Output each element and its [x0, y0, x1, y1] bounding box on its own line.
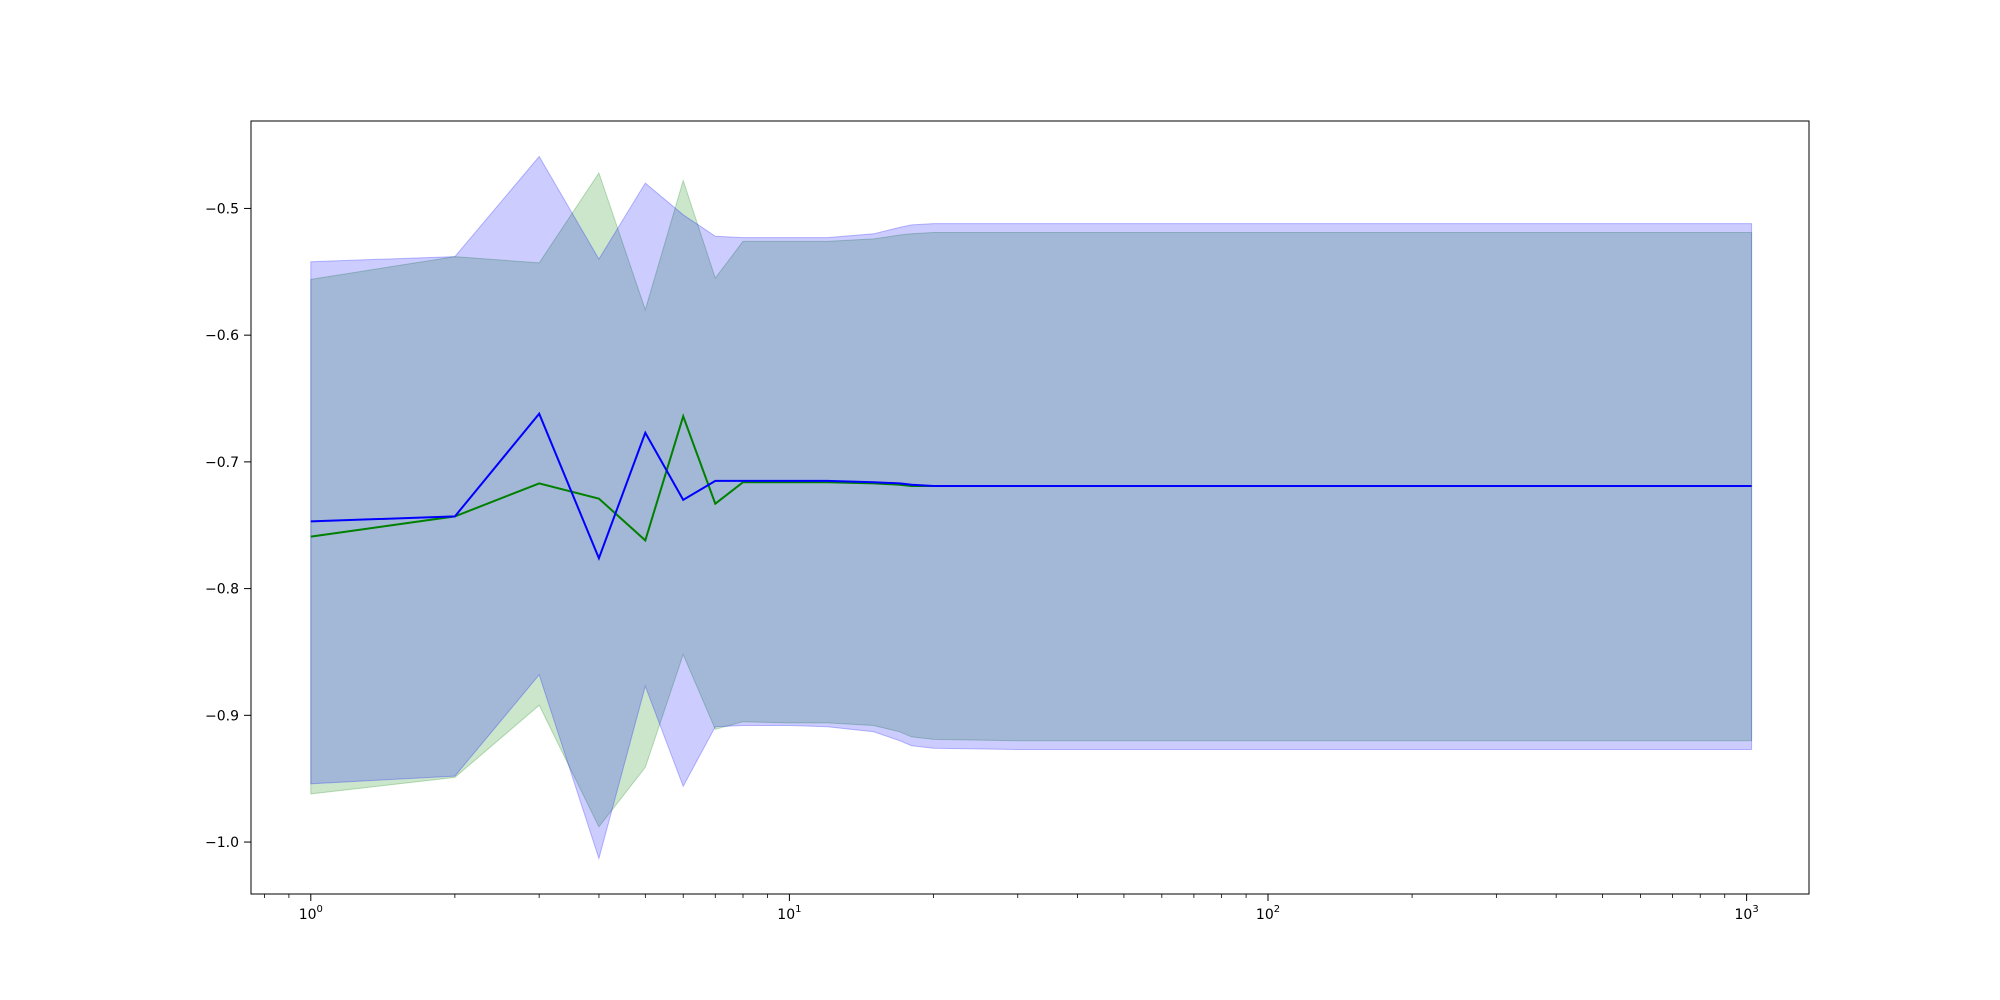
x-tick-label: 102: [1256, 904, 1280, 923]
series-lines: [310, 411, 1752, 561]
x-tick-label: 101: [777, 904, 801, 923]
y-tick-label: −0.5: [205, 201, 239, 217]
y-tick-label: −0.7: [205, 455, 239, 471]
plot-frame: [250, 120, 1810, 895]
band-series-1: [310, 171, 1753, 828]
y-tick-label: −0.9: [205, 708, 239, 724]
x-axis: 100 101 102 103: [264, 894, 1759, 923]
y-tick-label: −0.6: [205, 328, 239, 344]
y-axis: −0.5 −0.6 −0.7 −0.8 −0.9 −1.0: [205, 201, 251, 851]
y-tick-label: −1.0: [205, 835, 239, 851]
x-tick-label: 103: [1735, 904, 1759, 923]
y-tick-label: −0.8: [205, 582, 239, 598]
band-series-2: [310, 155, 1753, 861]
x-tick-label: 100: [299, 904, 323, 923]
confidence-bands: [310, 155, 1753, 861]
line-series-2: [310, 411, 1752, 561]
